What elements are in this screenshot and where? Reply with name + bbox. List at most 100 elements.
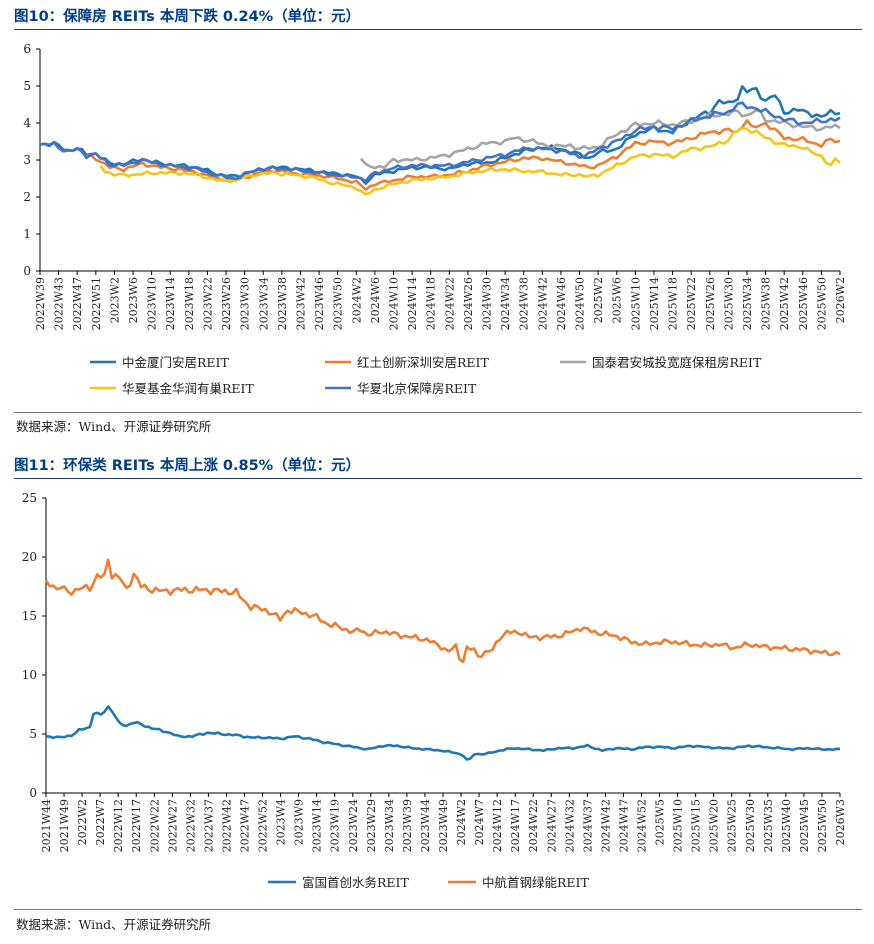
y-tick-label: 5 bbox=[29, 727, 37, 741]
y-tick-label: 3 bbox=[23, 153, 31, 167]
x-tick-label: 2023W34 bbox=[257, 277, 270, 330]
x-tick-label: 2024W26 bbox=[462, 277, 475, 330]
x-tick-label: 2026W3 bbox=[834, 799, 847, 845]
x-tick-label: 2021W44 bbox=[40, 799, 53, 852]
x-tick-label: 2023W34 bbox=[383, 799, 396, 852]
x-tick-label: 2023W42 bbox=[294, 277, 307, 330]
x-tick-label: 2023W14 bbox=[311, 799, 324, 852]
y-tick-label: 6 bbox=[23, 42, 31, 56]
y-tick-label: 0 bbox=[29, 786, 37, 800]
x-tick-label: 2024W27 bbox=[545, 799, 558, 852]
x-tick-label: 2025W22 bbox=[685, 277, 698, 330]
series-line-2 bbox=[44, 558, 841, 664]
x-tick-label: 2024W14 bbox=[406, 277, 419, 330]
x-tick-label: 2023W38 bbox=[276, 277, 289, 330]
x-tick-label: 2022W39 bbox=[34, 277, 47, 330]
legend-label: 国泰君安城投宽庭保租房REIT bbox=[592, 355, 762, 370]
y-tick-label: 5 bbox=[23, 79, 31, 93]
x-tick-label: 2024W12 bbox=[491, 799, 504, 852]
figure-10-title-rule bbox=[14, 29, 862, 30]
figure-11-title-rule bbox=[14, 478, 862, 479]
x-tick-label: 2022W42 bbox=[220, 799, 233, 852]
figure-10-title: 图10：保障房 REITs 本周下跌 0.24%（单位：元） bbox=[14, 9, 361, 25]
x-tick-label: 2025W15 bbox=[690, 799, 703, 852]
x-tick-label: 2026W2 bbox=[834, 277, 847, 323]
x-tick-label: 2024W18 bbox=[425, 277, 438, 330]
y-tick-label: 15 bbox=[22, 609, 37, 623]
x-tick-label: 2023W29 bbox=[365, 799, 378, 852]
x-tick-label: 2023W50 bbox=[332, 277, 345, 330]
x-tick-label: 2024W22 bbox=[527, 799, 540, 852]
x-tick-label: 2025W6 bbox=[611, 277, 624, 323]
x-tick-label: 2022W12 bbox=[112, 799, 125, 852]
x-tick-label: 2025W42 bbox=[778, 277, 791, 330]
x-tick-label: 2024W30 bbox=[481, 277, 494, 330]
x-tick-label: 2025W18 bbox=[667, 277, 680, 330]
y-tick-label: 20 bbox=[22, 550, 37, 564]
x-tick-label: 2022W52 bbox=[257, 799, 270, 852]
x-tick-label: 2024W42 bbox=[536, 277, 549, 330]
x-tick-label: 2025W30 bbox=[722, 277, 735, 330]
y-tick-label: 10 bbox=[22, 668, 37, 682]
x-tick-label: 2023W9 bbox=[293, 799, 306, 845]
x-tick-label: 2025W34 bbox=[741, 277, 754, 330]
series-line-1 bbox=[39, 85, 841, 185]
y-tick-label: 25 bbox=[22, 491, 37, 505]
x-tick-label: 2024W42 bbox=[599, 799, 612, 852]
x-tick-label: 2025W50 bbox=[815, 277, 828, 330]
x-tick-label: 2025W26 bbox=[704, 277, 717, 330]
x-tick-label: 2022W37 bbox=[202, 799, 215, 852]
legend-label: 华夏基金华润有巢REIT bbox=[122, 381, 254, 396]
x-tick-label: 2023W26 bbox=[220, 277, 233, 330]
x-tick-label: 2025W10 bbox=[672, 799, 685, 852]
x-tick-label: 2025W40 bbox=[780, 799, 793, 852]
figure-10-source-rule bbox=[14, 412, 862, 413]
series-line-4 bbox=[99, 127, 841, 196]
x-tick-label: 2022W47 bbox=[239, 799, 252, 852]
series-line-5 bbox=[39, 101, 841, 183]
x-tick-label: 2022W32 bbox=[184, 799, 197, 852]
x-tick-label: 2023W2 bbox=[108, 277, 121, 323]
y-tick-label: 0 bbox=[23, 264, 31, 278]
x-tick-label: 2022W27 bbox=[166, 799, 179, 852]
figure-11-source-rule bbox=[14, 909, 862, 910]
x-tick-label: 2022W2 bbox=[76, 799, 89, 845]
x-tick-label: 2024W46 bbox=[555, 277, 568, 330]
legend-label: 中金厦门安居REIT bbox=[122, 355, 229, 370]
x-tick-label: 2025W25 bbox=[726, 799, 739, 852]
y-tick-label: 2 bbox=[23, 190, 31, 204]
figure-11-source: 数据来源：Wind、开源证券研究所 bbox=[16, 917, 212, 932]
x-tick-label: 2023W18 bbox=[183, 277, 196, 330]
figure-10-source: 数据来源：Wind、开源证券研究所 bbox=[16, 419, 212, 434]
chart-10: 0 1 2 3 4 5 6 2022W39 2022W43 2022W47 2022W51 2023W… bbox=[23, 42, 847, 396]
legend-label: 华夏北京保障房REIT bbox=[357, 381, 477, 396]
x-tick-label: 2023W49 bbox=[437, 799, 450, 852]
x-tick-label: 2024W38 bbox=[518, 277, 531, 330]
figure-11-title: 图11：环保类 REITs 本周上涨 0.85%（单位：元） bbox=[14, 458, 361, 474]
x-tick-label: 2022W22 bbox=[148, 799, 161, 852]
x-tick-label: 2025W45 bbox=[798, 799, 811, 852]
x-tick-label: 2024W7 bbox=[473, 799, 486, 845]
x-tick-label: 2022W43 bbox=[53, 277, 66, 330]
x-tick-label: 2025W30 bbox=[744, 799, 757, 852]
x-tick-label: 2024W37 bbox=[581, 799, 594, 852]
x-tick-label: 2025W5 bbox=[654, 799, 667, 845]
chart-11: 0 5 10 15 20 25 2021W44 2021W49 2022W2 2022W7 2022… bbox=[22, 491, 847, 890]
x-tick-label: 2024W6 bbox=[369, 277, 382, 323]
x-tick-label: 2024W2 bbox=[350, 277, 363, 323]
x-tick-label: 2023W6 bbox=[127, 277, 140, 323]
x-tick-label: 2024W50 bbox=[574, 277, 587, 330]
x-tick-label: 2023W39 bbox=[401, 799, 414, 852]
y-tick-label: 4 bbox=[23, 116, 31, 130]
x-tick-label: 2024W52 bbox=[636, 799, 649, 852]
legend-label: 红土创新深圳安居REIT bbox=[357, 355, 489, 370]
series-line-1 bbox=[45, 705, 841, 761]
x-tick-label: 2025W14 bbox=[648, 277, 661, 330]
x-tick-label: 2023W46 bbox=[313, 277, 326, 330]
x-tick-label: 2024W2 bbox=[455, 799, 468, 845]
x-tick-label: 2025W20 bbox=[708, 799, 721, 852]
x-tick-label: 2024W32 bbox=[563, 799, 576, 852]
x-tick-label: 2025W46 bbox=[797, 277, 810, 330]
x-tick-label: 2025W38 bbox=[760, 277, 773, 330]
x-tick-label: 2022W7 bbox=[94, 799, 107, 845]
